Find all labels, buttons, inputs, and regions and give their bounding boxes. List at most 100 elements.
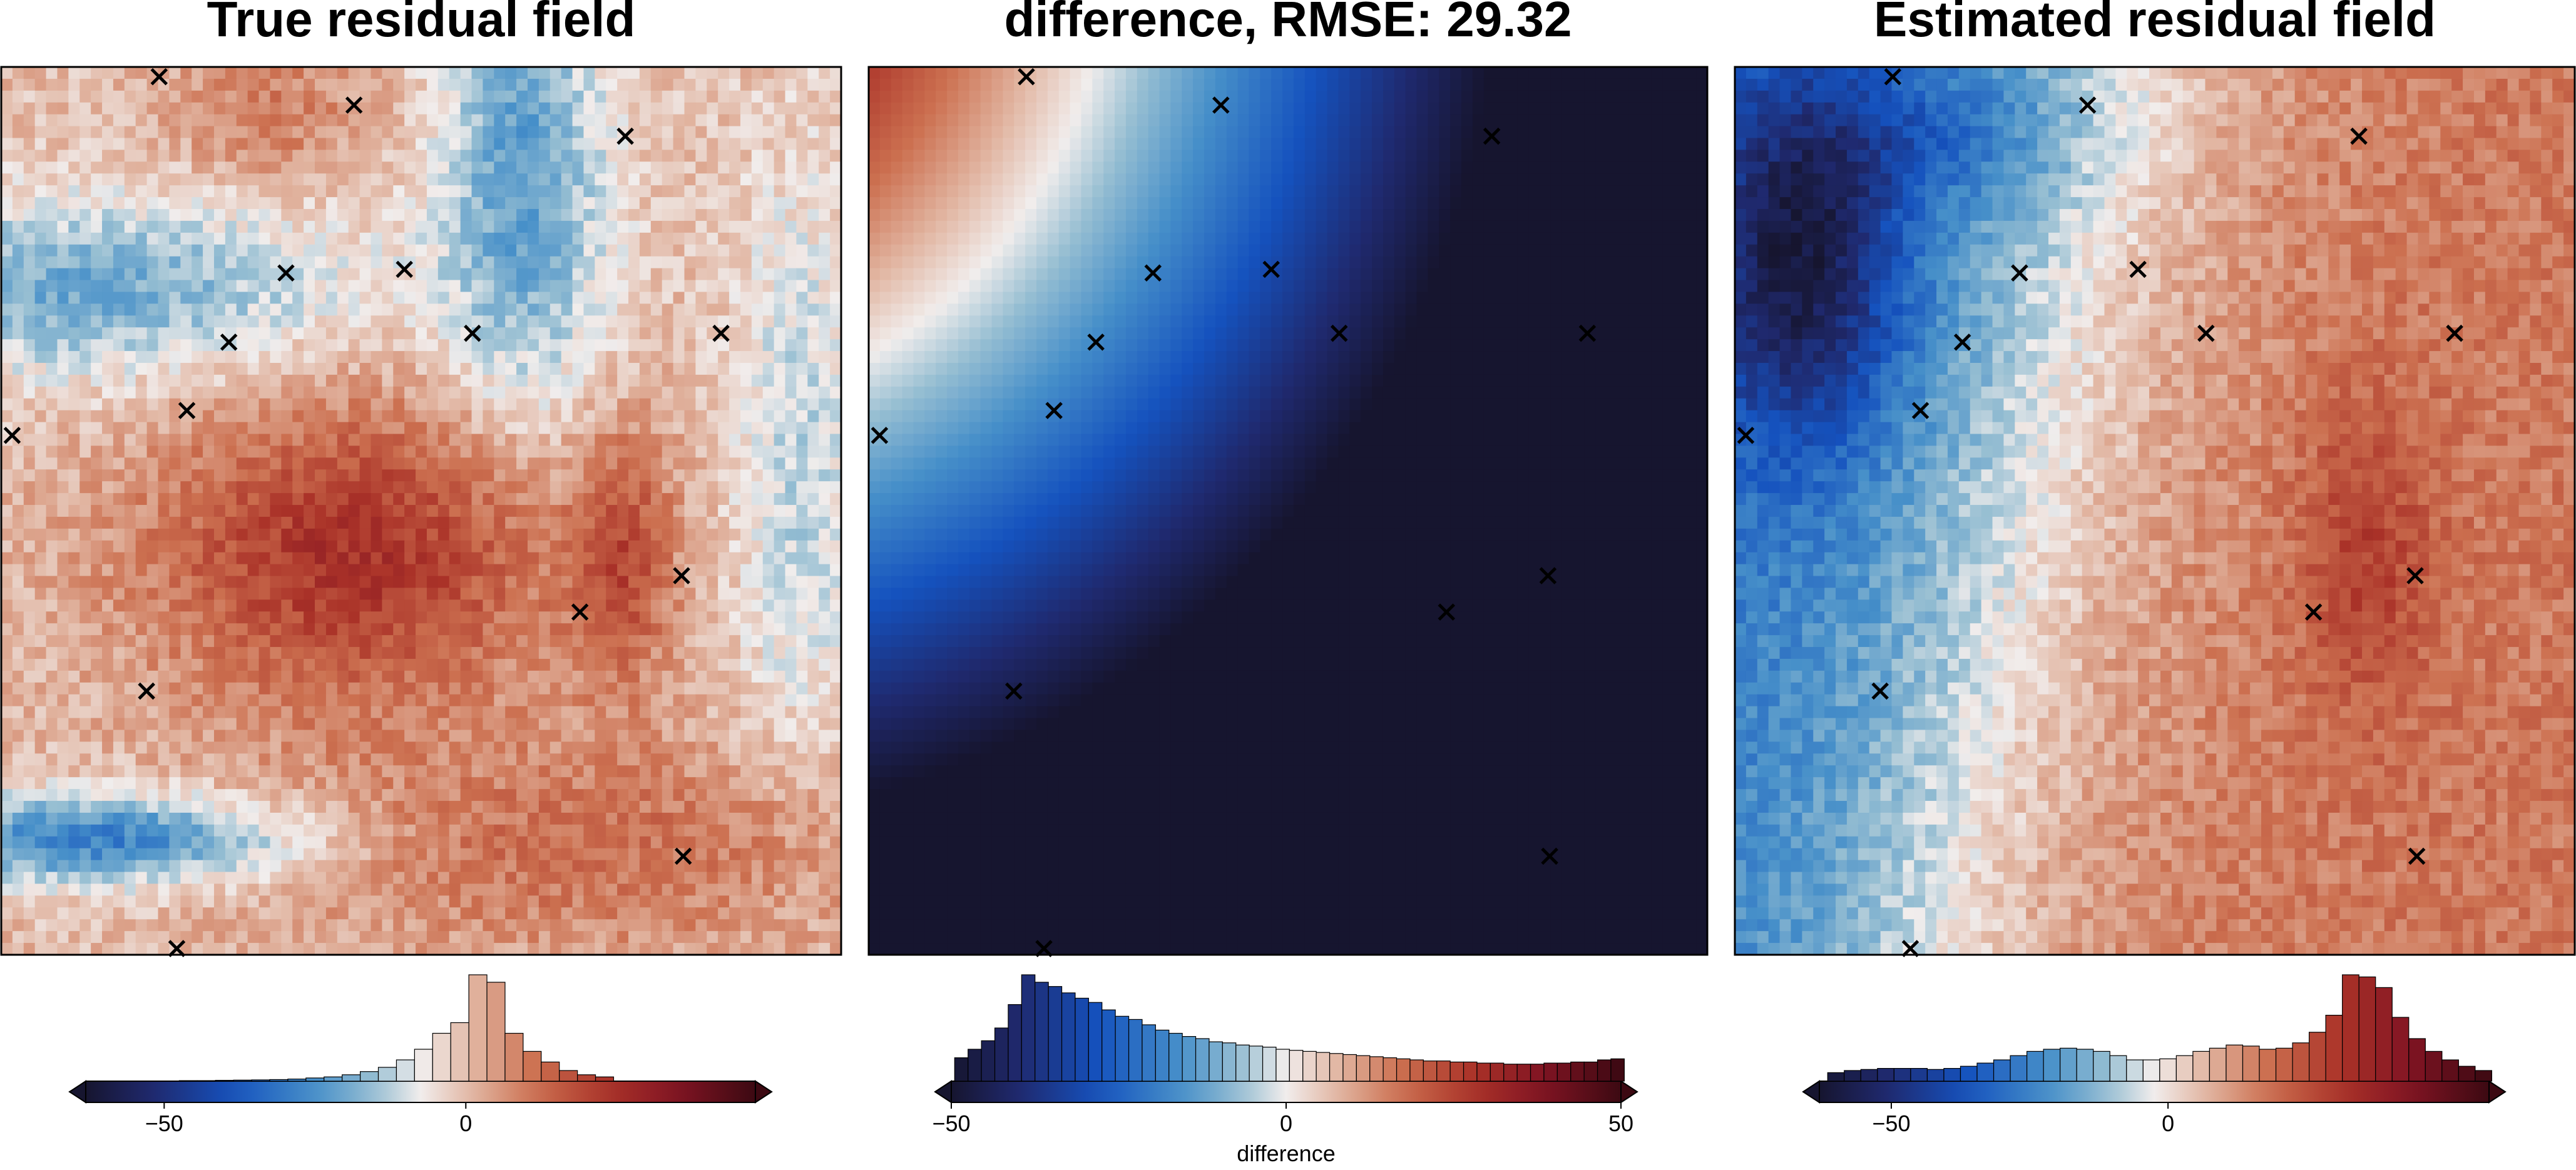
heatmap-cell xyxy=(684,730,695,743)
heatmap-cell xyxy=(35,126,46,139)
heatmap-cell xyxy=(461,813,472,825)
heatmap-cell xyxy=(337,741,349,754)
heatmap-cell xyxy=(740,718,752,731)
heatmap-cell xyxy=(807,683,819,695)
heatmap-cell xyxy=(472,469,483,482)
heatmap-cell xyxy=(830,765,841,778)
heatmap-cell xyxy=(337,351,349,364)
heatmap-cell xyxy=(785,103,797,115)
heatmap-cell xyxy=(438,173,449,186)
heatmap-cell xyxy=(651,753,662,766)
heatmap-cell xyxy=(371,363,382,375)
heatmap-cell xyxy=(695,114,707,127)
heatmap-cell xyxy=(583,375,595,387)
heatmap-cell xyxy=(774,303,785,316)
heatmap-cell xyxy=(337,529,349,541)
heatmap-cell xyxy=(461,588,472,600)
heatmap-cell xyxy=(807,576,819,589)
heatmap-cell xyxy=(539,469,550,482)
heatmap-cell xyxy=(24,635,35,648)
heatmap-cell xyxy=(259,103,270,115)
heatmap-cell xyxy=(606,79,617,91)
heatmap-cell xyxy=(382,469,393,482)
heatmap-cell xyxy=(819,257,830,269)
heatmap-cell xyxy=(752,185,763,198)
heatmap-cell xyxy=(583,813,595,825)
heatmap-cell xyxy=(528,363,539,375)
heatmap-cell xyxy=(102,683,113,695)
heatmap-cell xyxy=(68,599,79,612)
heatmap-cell xyxy=(516,789,528,801)
heatmap-cell xyxy=(583,173,595,186)
heatmap-cell xyxy=(225,434,237,447)
heatmap-cell xyxy=(136,529,147,541)
heatmap-cell xyxy=(673,683,685,695)
heatmap-cell xyxy=(583,103,595,115)
heatmap-cell xyxy=(102,79,113,91)
heatmap-cell xyxy=(550,233,561,245)
heatmap-cell xyxy=(763,718,774,731)
heatmap-cell xyxy=(729,387,740,399)
heatmap-cell xyxy=(617,197,628,210)
heatmap-cell xyxy=(684,599,695,612)
heatmap-cell xyxy=(729,173,740,186)
heatmap-cell xyxy=(404,114,416,127)
heatmap-cell xyxy=(169,173,180,186)
heatmap-cell xyxy=(583,718,595,731)
heatmap-cell xyxy=(505,399,516,411)
heatmap-cell xyxy=(606,173,617,186)
heatmap-cell xyxy=(337,635,349,648)
heatmap-cell xyxy=(449,280,461,293)
heatmap-cell xyxy=(192,445,203,458)
heatmap-cell xyxy=(785,114,797,127)
heatmap-cell xyxy=(304,694,315,707)
heatmap-cell xyxy=(528,825,539,837)
heatmap-cell xyxy=(326,801,337,813)
heatmap-cell xyxy=(763,529,774,541)
heatmap-cell xyxy=(192,493,203,506)
heatmap-cell xyxy=(505,103,516,115)
heatmap-cell xyxy=(292,765,304,778)
heatmap-cell xyxy=(505,529,516,541)
heatmap-cell xyxy=(740,552,752,565)
heatmap-cell xyxy=(270,541,281,553)
heatmap-cell xyxy=(528,481,539,494)
heatmap-cell xyxy=(830,197,841,210)
heatmap-cell xyxy=(102,126,113,139)
heatmap-cell xyxy=(35,221,46,233)
heatmap-cell xyxy=(13,801,24,813)
heatmap-cell xyxy=(326,576,337,589)
heatmap-cell xyxy=(427,185,438,198)
heatmap-cell xyxy=(505,623,516,636)
heatmap-cell xyxy=(595,91,606,103)
heatmap-cell xyxy=(662,741,673,754)
heatmap-cell xyxy=(539,363,550,375)
heatmap-cell xyxy=(237,599,248,612)
heatmap-cell xyxy=(292,588,304,600)
heatmap-cell xyxy=(796,671,807,683)
heatmap-cell xyxy=(763,825,774,837)
heatmap-cell xyxy=(404,375,416,387)
heatmap-cell xyxy=(505,541,516,553)
heatmap-cell xyxy=(807,114,819,127)
heatmap-cell xyxy=(192,138,203,151)
heatmap-cell xyxy=(349,292,360,304)
heatmap-cell xyxy=(796,91,807,103)
heatmap-cell xyxy=(349,801,360,813)
heatmap-cell xyxy=(337,422,349,435)
heatmap-cell xyxy=(35,445,46,458)
heatmap-cell xyxy=(606,126,617,139)
heatmap-cell xyxy=(573,233,584,245)
heatmap-cell xyxy=(125,789,136,801)
heatmap-cell xyxy=(684,233,695,245)
heatmap-cell xyxy=(729,635,740,648)
heatmap-cell xyxy=(807,529,819,541)
heatmap-cell xyxy=(438,730,449,743)
heatmap-cell xyxy=(125,848,136,861)
heatmap-cell xyxy=(24,529,35,541)
heatmap-cell xyxy=(270,67,281,79)
heatmap-cell xyxy=(57,91,68,103)
heatmap-cell xyxy=(225,564,237,577)
heatmap-cell xyxy=(494,138,505,151)
heatmap-cell xyxy=(102,245,113,257)
